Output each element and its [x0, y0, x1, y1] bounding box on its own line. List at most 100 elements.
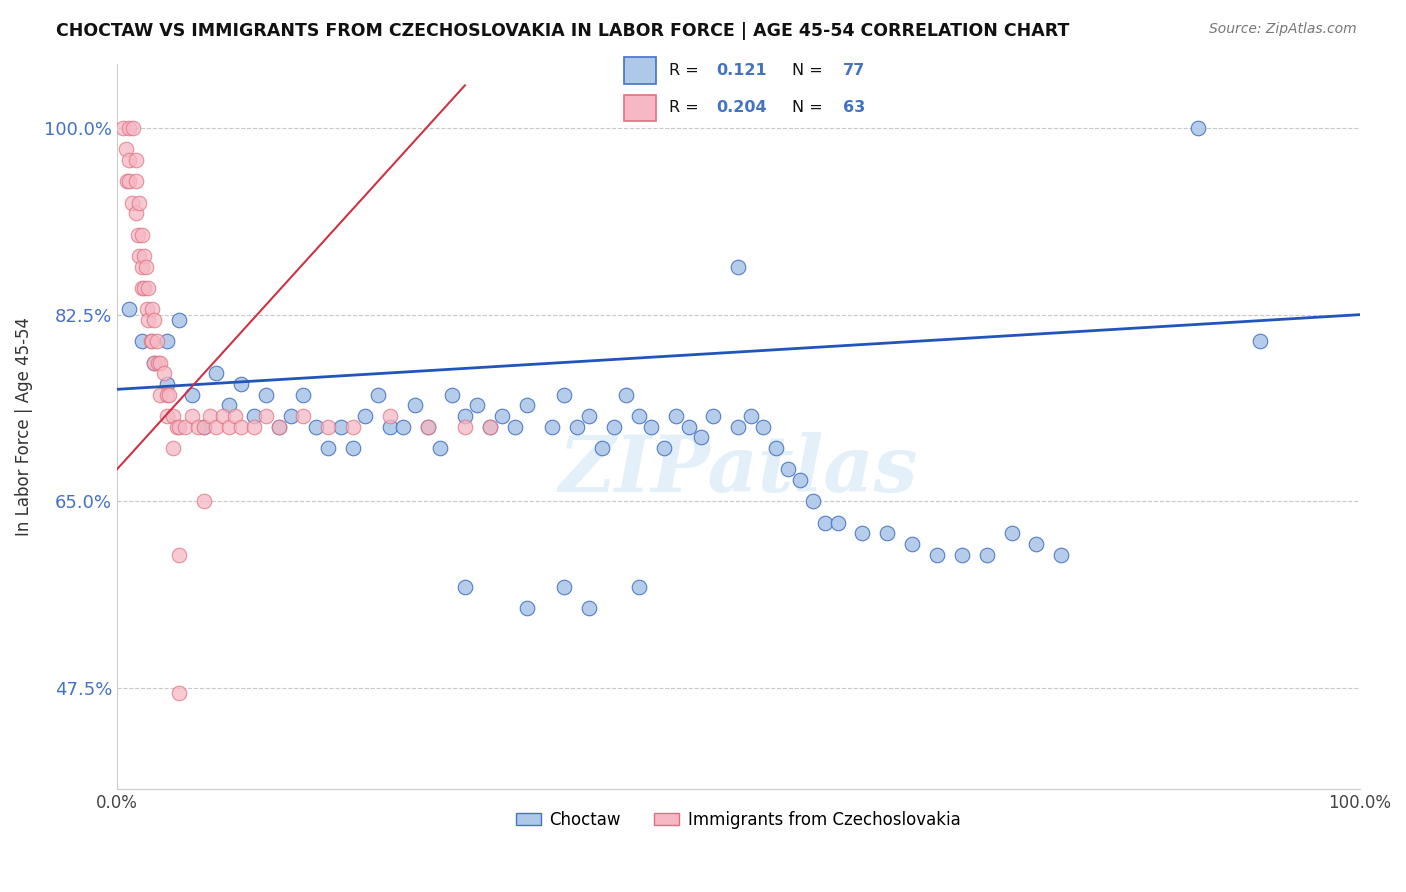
Text: Source: ZipAtlas.com: Source: ZipAtlas.com: [1209, 22, 1357, 37]
Point: [727, 419, 749, 434]
Point: [118, 153, 141, 167]
Point: [131, 281, 153, 295]
Point: [134, 249, 156, 263]
Point: [135, 260, 157, 274]
Point: [616, 387, 638, 401]
Point: [391, 419, 413, 434]
Point: [776, 462, 799, 476]
Point: [141, 302, 163, 317]
Point: [112, 121, 135, 136]
Point: [441, 387, 464, 401]
Point: [740, 409, 762, 423]
Point: [503, 419, 526, 434]
Text: ZIPatlas: ZIPatlas: [558, 432, 918, 508]
Point: [242, 409, 264, 423]
Point: [478, 419, 501, 434]
Point: [316, 419, 339, 434]
Point: [193, 494, 215, 508]
Point: [218, 419, 240, 434]
Point: [145, 334, 167, 349]
Point: [416, 419, 439, 434]
Point: [149, 387, 172, 401]
Point: [134, 281, 156, 295]
Point: [157, 387, 180, 401]
Point: [218, 398, 240, 412]
Point: [146, 356, 169, 370]
Point: [342, 441, 364, 455]
Text: 0.121: 0.121: [716, 63, 766, 78]
Point: [1050, 548, 1073, 562]
Point: [478, 419, 501, 434]
Point: [354, 409, 377, 423]
Point: [180, 387, 202, 401]
Point: [131, 260, 153, 274]
Point: [814, 516, 837, 530]
Point: [122, 121, 145, 136]
Point: [950, 548, 973, 562]
Point: [149, 356, 172, 370]
Point: [454, 580, 477, 594]
Point: [143, 356, 166, 370]
Point: [167, 313, 190, 327]
Point: [851, 526, 873, 541]
Point: [491, 409, 513, 423]
Point: [267, 419, 290, 434]
Point: [367, 387, 389, 401]
Point: [827, 516, 849, 530]
Point: [380, 409, 402, 423]
Point: [925, 548, 948, 562]
Point: [553, 387, 575, 401]
Point: [174, 419, 197, 434]
Point: [242, 419, 264, 434]
Point: [121, 195, 143, 210]
Point: [254, 387, 277, 401]
Point: [114, 142, 136, 156]
Point: [180, 409, 202, 423]
Point: [156, 376, 179, 391]
Text: 77: 77: [842, 63, 865, 78]
Point: [231, 419, 253, 434]
Point: [167, 548, 190, 562]
Point: [153, 367, 176, 381]
Point: [143, 356, 166, 370]
Point: [280, 409, 302, 423]
Point: [211, 409, 233, 423]
Point: [193, 419, 215, 434]
Point: [135, 302, 157, 317]
Point: [578, 601, 600, 615]
Point: [727, 260, 749, 274]
Point: [187, 419, 209, 434]
Point: [156, 387, 179, 401]
Point: [752, 419, 775, 434]
Point: [678, 419, 700, 434]
Text: N =: N =: [792, 63, 828, 78]
Point: [765, 441, 787, 455]
Point: [553, 580, 575, 594]
Point: [603, 419, 626, 434]
Point: [316, 441, 339, 455]
Point: [205, 367, 228, 381]
Point: [429, 441, 451, 455]
Point: [454, 419, 477, 434]
Point: [416, 419, 439, 434]
Point: [131, 334, 153, 349]
Point: [342, 419, 364, 434]
Point: [128, 249, 150, 263]
Point: [1249, 334, 1271, 349]
Point: [876, 526, 898, 541]
Point: [578, 409, 600, 423]
Point: [267, 419, 290, 434]
Point: [139, 334, 162, 349]
Point: [702, 409, 724, 423]
Point: [801, 494, 824, 508]
Point: [292, 387, 315, 401]
Text: CHOCTAW VS IMMIGRANTS FROM CZECHOSLOVAKIA IN LABOR FORCE | AGE 45-54 CORRELATION: CHOCTAW VS IMMIGRANTS FROM CZECHOSLOVAKI…: [56, 22, 1070, 40]
Point: [465, 398, 488, 412]
Point: [141, 334, 163, 349]
Point: [118, 174, 141, 188]
Text: 0.204: 0.204: [716, 100, 766, 115]
Text: N =: N =: [792, 100, 828, 115]
Point: [640, 419, 662, 434]
Point: [1025, 537, 1047, 551]
Point: [1000, 526, 1022, 541]
